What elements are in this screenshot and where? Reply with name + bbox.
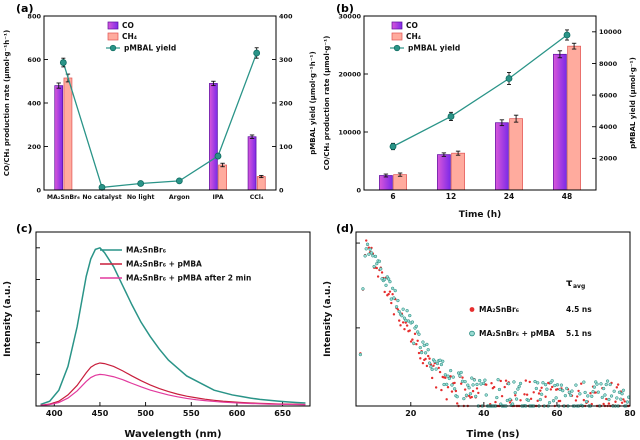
svg-text:800: 800 (27, 12, 41, 20)
panel-b-label: (b) (336, 2, 354, 15)
svg-text:60: 60 (551, 409, 563, 418)
svg-text:200: 200 (279, 99, 293, 107)
panel-d: (d) 20 40 60 80 Time (ns) Intensity (a.u.) τ av… (320, 220, 640, 440)
panel-a: (a) 0 200 400 600 800 0 100 200 300 400 MA₂SnBr₆ No… (0, 0, 320, 220)
svg-text:4.5 ns: 4.5 ns (566, 305, 592, 314)
svg-text:5.1 ns: 5.1 ns (566, 329, 592, 338)
chart-b-bar-line: 0 10000 20000 30000 2000 4000 6000 8000 10000 6 12… (323, 12, 637, 220)
svg-text:8000: 8000 (599, 60, 618, 68)
svg-text:300: 300 (279, 56, 293, 64)
svg-text:Intensity (a.u.): Intensity (a.u.) (323, 281, 333, 357)
chart-d-trpl-decay: 20 40 60 80 Time (ns) Intensity (a.u.) τ avg MA₂… (323, 231, 636, 440)
svg-text:6000: 6000 (599, 91, 618, 99)
svg-text:6: 6 (390, 192, 395, 201)
svg-text:Time (ns): Time (ns) (466, 429, 519, 440)
panel-a-label: (a) (16, 2, 34, 15)
svg-text:CO: CO (122, 21, 134, 30)
svg-text:CO/CH₄ production rate (μmol·g: CO/CH₄ production rate (μmol·g⁻¹h⁻¹) (3, 30, 11, 176)
svg-text:No light: No light (127, 194, 155, 201)
svg-text:MA₂SnBr₆: MA₂SnBr₆ (479, 305, 519, 314)
svg-text:Time (h): Time (h) (459, 210, 501, 220)
svg-text:0: 0 (356, 186, 361, 194)
svg-text:MA₂SnBr₆ + pMBA: MA₂SnBr₆ + pMBA (479, 329, 555, 338)
svg-text:12: 12 (446, 192, 456, 201)
svg-text:600: 600 (27, 56, 41, 64)
svg-text:400: 400 (27, 99, 41, 107)
svg-text:IPA: IPA (212, 194, 223, 201)
svg-text:MA₂SnBr₆ + pMBA: MA₂SnBr₆ + pMBA (126, 260, 202, 269)
svg-text:CCl₄: CCl₄ (250, 194, 264, 201)
svg-text:pMBAL yield (μmol·g⁻¹): pMBAL yield (μmol·g⁻¹) (629, 57, 637, 149)
svg-text:48: 48 (562, 192, 572, 201)
svg-text:4000: 4000 (599, 123, 618, 131)
svg-text:400: 400 (279, 12, 293, 20)
svg-text:CH₄: CH₄ (406, 32, 421, 41)
panel-c: (c) 400 450 500 550 600 650 Wavelength (nm) Int… (0, 220, 320, 440)
svg-text:Wavelength (nm): Wavelength (nm) (124, 429, 221, 440)
svg-text:No catalyst: No catalyst (82, 194, 121, 201)
svg-text:0: 0 (36, 186, 41, 194)
svg-text:600: 600 (229, 409, 246, 418)
svg-text:CH₄: CH₄ (122, 32, 137, 41)
svg-text:MA₂SnBr₆: MA₂SnBr₆ (47, 194, 80, 201)
svg-text:20000: 20000 (338, 70, 361, 78)
panel-d-label: (d) (336, 222, 354, 235)
svg-text:40: 40 (478, 409, 490, 418)
svg-text:τ: τ (566, 278, 573, 289)
svg-text:CO: CO (406, 21, 418, 30)
svg-text:30000: 30000 (338, 12, 361, 20)
svg-text:CO/CH₄ production rate (μmol·g: CO/CH₄ production rate (μmol·g⁻¹) (323, 36, 331, 171)
svg-text:500: 500 (137, 409, 154, 418)
chart-a-bar-line: 0 200 400 600 800 0 100 200 300 400 MA₂SnBr₆ No cat… (3, 12, 317, 201)
svg-text:2000: 2000 (599, 155, 618, 163)
svg-text:Intensity (a.u.): Intensity (a.u.) (3, 281, 13, 357)
svg-text:avg: avg (573, 283, 585, 290)
svg-text:24: 24 (504, 192, 514, 201)
svg-text:650: 650 (274, 409, 291, 418)
svg-text:MA₂SnBr₆ + pMBA after 2 min: MA₂SnBr₆ + pMBA after 2 min (126, 274, 251, 283)
svg-text:400: 400 (46, 409, 63, 418)
svg-text:550: 550 (183, 409, 200, 418)
svg-text:pMBAL yield (μmol·g⁻¹h⁻¹): pMBAL yield (μmol·g⁻¹h⁻¹) (309, 51, 317, 154)
svg-text:80: 80 (624, 409, 636, 418)
svg-text:10000: 10000 (338, 128, 361, 136)
svg-text:20: 20 (405, 409, 417, 418)
svg-text:450: 450 (92, 409, 109, 418)
svg-text:MA₂SnBr₆: MA₂SnBr₆ (126, 246, 166, 255)
svg-text:0: 0 (279, 186, 284, 194)
svg-text:10000: 10000 (599, 28, 622, 36)
svg-text:pMBAL yield: pMBAL yield (124, 44, 176, 53)
svg-text:200: 200 (27, 143, 41, 151)
svg-text:pMBAL yield: pMBAL yield (408, 44, 460, 53)
svg-text:Argon: Argon (169, 194, 190, 201)
panel-c-label: (c) (16, 222, 33, 235)
panel-b: (b) 0 10000 20000 30000 2000 4000 6000 8000 1000… (320, 0, 640, 220)
svg-text:100: 100 (279, 143, 293, 151)
chart-c-pl-spectra: 400 450 500 550 600 650 Wavelength (nm) Intensi… (3, 231, 311, 440)
